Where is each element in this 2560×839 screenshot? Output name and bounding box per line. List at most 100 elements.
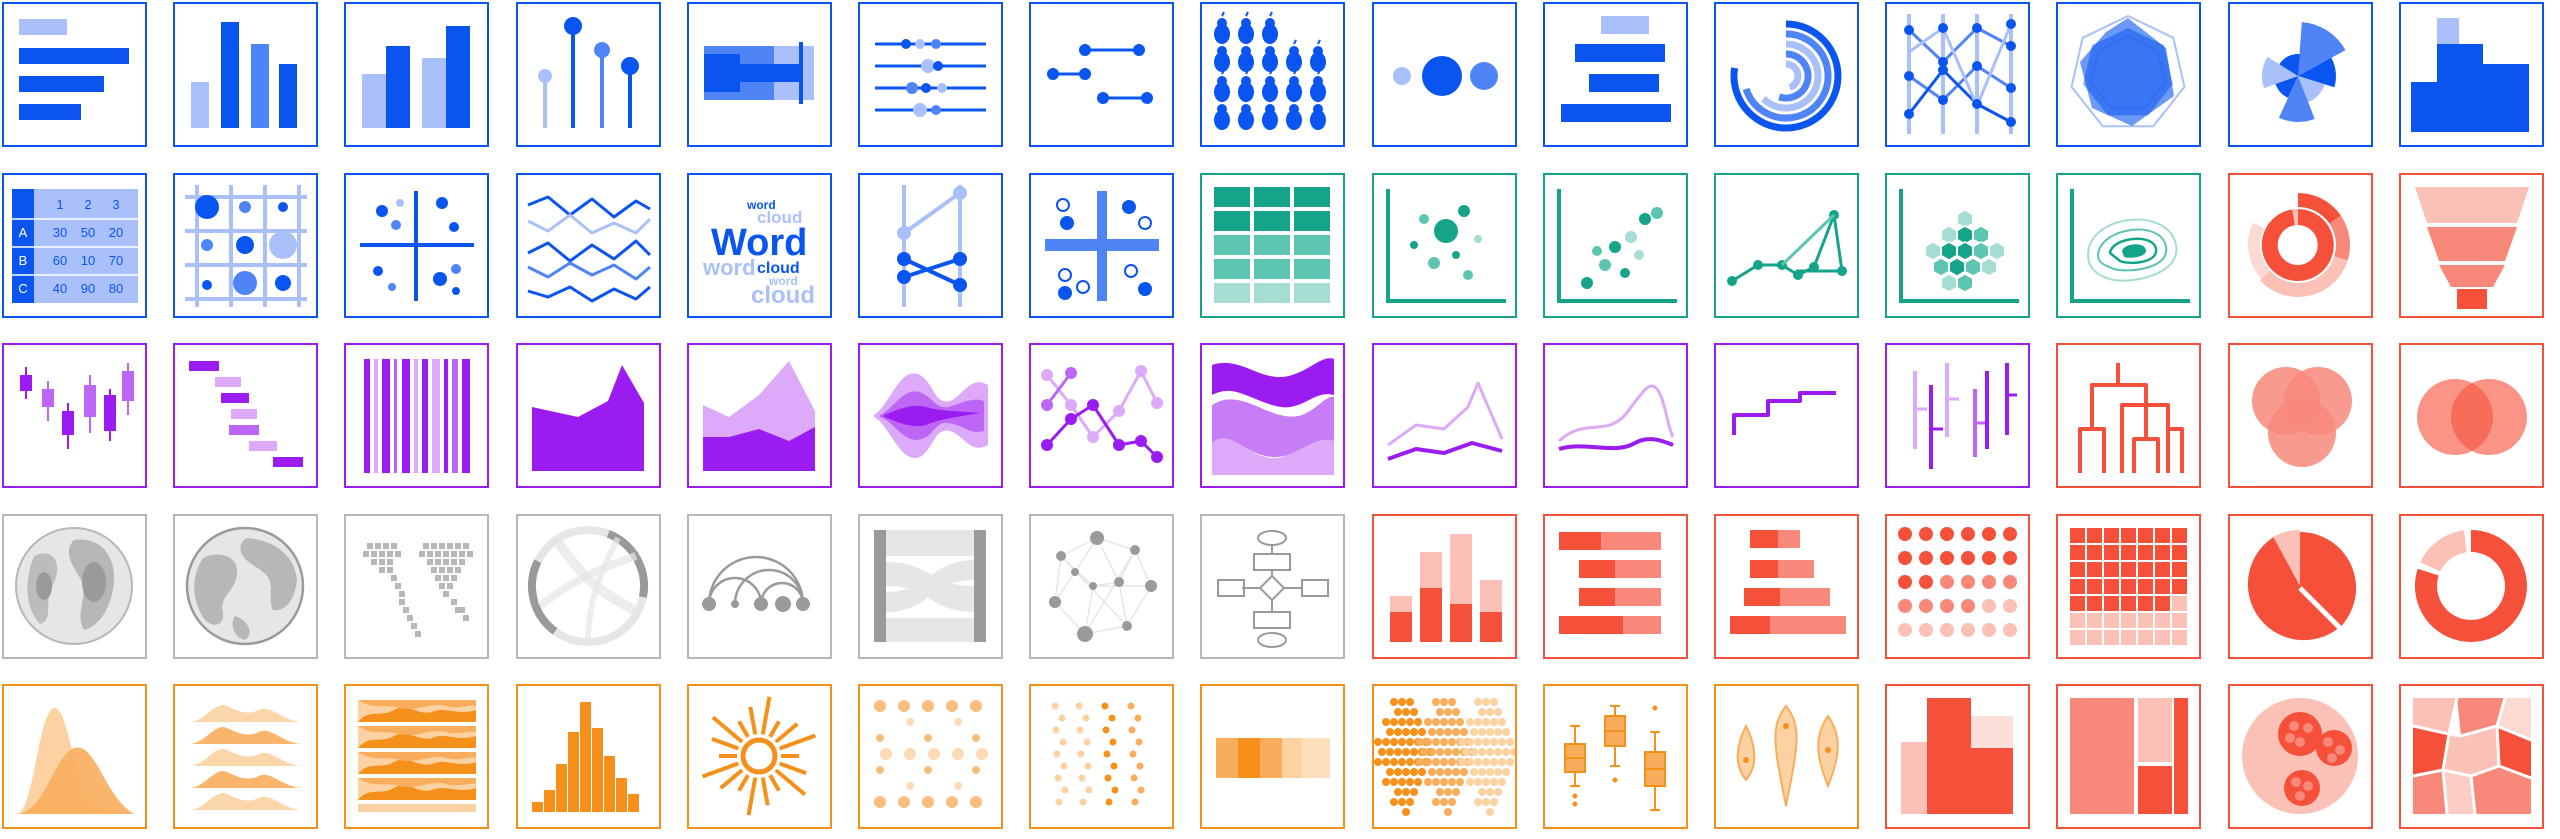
chart-tile-circle-packing[interactable] — [2228, 684, 2373, 829]
chart-tile-voronoi[interactable] — [2399, 684, 2544, 829]
chart-tile-lollipop[interactable] — [516, 2, 661, 147]
chart-tile-ridgeline[interactable] — [173, 684, 318, 829]
chart-tile-line-chart[interactable] — [1372, 343, 1517, 488]
circle-packing-icon — [2242, 698, 2358, 814]
chart-tile-horizon[interactable] — [344, 684, 489, 829]
chart-tile-pictogram[interactable] — [1200, 2, 1345, 147]
chart-tile-dendrogram[interactable] — [2056, 343, 2201, 488]
network-icon — [1049, 531, 1157, 642]
chart-tile-step-line[interactable] — [1714, 343, 1859, 488]
table-cell: 40 — [53, 281, 67, 296]
table-header: 3 — [112, 197, 119, 212]
chart-tile-stream-wave[interactable] — [1200, 343, 1345, 488]
chart-tile-funnel[interactable] — [2399, 173, 2544, 318]
chart-tile-stacked-bar-percent[interactable] — [1714, 514, 1859, 659]
chart-tile-dot-map[interactable] — [344, 514, 489, 659]
chart-tile-bubble-row[interactable] — [1372, 2, 1517, 147]
chart-tile-sunburst-rays[interactable] — [687, 684, 832, 829]
chart-tile-timeline[interactable] — [1885, 343, 2030, 488]
chart-tile-bubble-matrix[interactable] — [173, 173, 318, 318]
chart-tile-stacked-area[interactable] — [687, 343, 832, 488]
dumbbell-icon — [1047, 44, 1153, 104]
slope-chart-icon — [897, 185, 967, 307]
chart-tile-contour[interactable] — [2056, 173, 2201, 318]
chart-tile-candlestick[interactable] — [2, 343, 147, 488]
chart-tile-radial-bar[interactable] — [1714, 2, 1859, 147]
chart-tile-radar[interactable] — [2056, 2, 2201, 147]
chart-tile-histogram[interactable] — [516, 684, 661, 829]
chart-tile-area[interactable] — [516, 343, 661, 488]
area-icon — [532, 365, 644, 471]
chart-tile-stacked-bar[interactable] — [1543, 514, 1688, 659]
chart-tile-parallel-coordinates[interactable] — [1885, 2, 2030, 147]
chart-tile-globe[interactable] — [173, 514, 318, 659]
streamgraph-icon — [874, 373, 988, 459]
chart-tile-beeswarm[interactable] — [1372, 684, 1517, 829]
chart-tile-hexbin[interactable] — [1885, 173, 2030, 318]
chart-tile-slope-chart[interactable] — [858, 173, 1003, 318]
chart-tile-smooth-line[interactable] — [1543, 343, 1688, 488]
chart-tile-treemap[interactable] — [2056, 684, 2201, 829]
chart-tile-pie[interactable] — [2228, 514, 2373, 659]
chart-tile-word-cloud[interactable]: word cloud Word cloud word word cloud — [687, 173, 832, 318]
chart-tile-flowchart[interactable] — [1200, 514, 1345, 659]
chart-tile-streamgraph[interactable] — [858, 343, 1003, 488]
chart-tile-sankey[interactable] — [858, 514, 1003, 659]
bubble-row-icon — [1393, 56, 1498, 96]
chart-tile-step-area[interactable] — [2399, 2, 2544, 147]
chart-tile-quadrant-scatter[interactable] — [344, 173, 489, 318]
chart-tile-venn-three[interactable] — [2228, 343, 2373, 488]
jitter-icon — [1051, 702, 1145, 806]
table-cell: 10 — [81, 253, 95, 268]
stacked-area-icon — [703, 361, 815, 471]
chart-tile-donut[interactable] — [2399, 514, 2544, 659]
chart-tile-network[interactable] — [1029, 514, 1174, 659]
chart-tile-connected-scatter[interactable] — [1714, 173, 1859, 318]
chart-tile-box-plot[interactable] — [1543, 684, 1688, 829]
chart-tile-venn-two[interactable] — [2399, 343, 2544, 488]
chart-tile-arc-diagram[interactable] — [687, 514, 832, 659]
table-cell: 20 — [109, 225, 123, 240]
chart-tile-waffle[interactable] — [2056, 514, 2201, 659]
parallel-coordinates-icon — [1904, 14, 2016, 134]
bubble-scatter-icon — [1386, 189, 1506, 303]
chart-tile-table[interactable]: 1 2 3 A 30 50 20 B 60 10 70 C 40 90 80 — [2, 173, 147, 318]
chart-tile-bar-horizontal[interactable] — [2, 2, 147, 147]
chart-tile-quadrant-dots[interactable] — [1029, 173, 1174, 318]
chart-tile-heat-strip[interactable] — [1200, 684, 1345, 829]
chart-tile-bullet[interactable] — [687, 2, 832, 147]
chart-tile-density[interactable] — [2, 684, 147, 829]
word-cloud-word: word — [702, 255, 756, 280]
chart-tile-scatter[interactable] — [1543, 173, 1688, 318]
sankey-icon — [874, 530, 986, 642]
chart-tile-chord[interactable] — [516, 514, 661, 659]
line-dots-icon — [1041, 365, 1163, 463]
stream-wave-icon — [1212, 358, 1334, 475]
chart-tile-violin[interactable] — [1714, 684, 1859, 829]
chart-tile-barcode[interactable] — [344, 343, 489, 488]
chart-tile-sunburst[interactable] — [2228, 173, 2373, 318]
chart-tile-dot-strip[interactable] — [858, 2, 1003, 147]
chart-tile-jitter[interactable] — [1029, 684, 1174, 829]
treemap-icon — [2070, 698, 2188, 814]
chart-tile-grouped-bar[interactable] — [344, 2, 489, 147]
chart-tile-stacked-column[interactable] — [1372, 514, 1517, 659]
table-header: 1 — [56, 197, 63, 212]
chart-tile-bar-vertical[interactable] — [173, 2, 318, 147]
chart-tile-diverging-bar[interactable] — [1543, 2, 1688, 147]
quadrant-dots-icon — [1045, 191, 1159, 301]
scatter-icon — [1557, 189, 1677, 303]
chart-tile-nightingale-rose[interactable] — [2228, 2, 2373, 147]
chart-tile-gantt[interactable] — [173, 343, 318, 488]
chart-tile-dumbbell[interactable] — [1029, 2, 1174, 147]
chart-tile-dot-matrix[interactable] — [1885, 514, 2030, 659]
chart-tile-heatmap[interactable] — [1200, 173, 1345, 318]
chart-tile-line-dots[interactable] — [1029, 343, 1174, 488]
chart-tile-spaghetti-lines[interactable] — [516, 173, 661, 318]
line-chart-icon — [1387, 381, 1504, 461]
chart-tile-marimekko[interactable] — [1885, 684, 2030, 829]
chart-tile-strip-bubbles[interactable] — [858, 684, 1003, 829]
chart-tile-bubble-scatter[interactable] — [1372, 173, 1517, 318]
chart-tile-globe-heatmap[interactable] — [2, 514, 147, 659]
